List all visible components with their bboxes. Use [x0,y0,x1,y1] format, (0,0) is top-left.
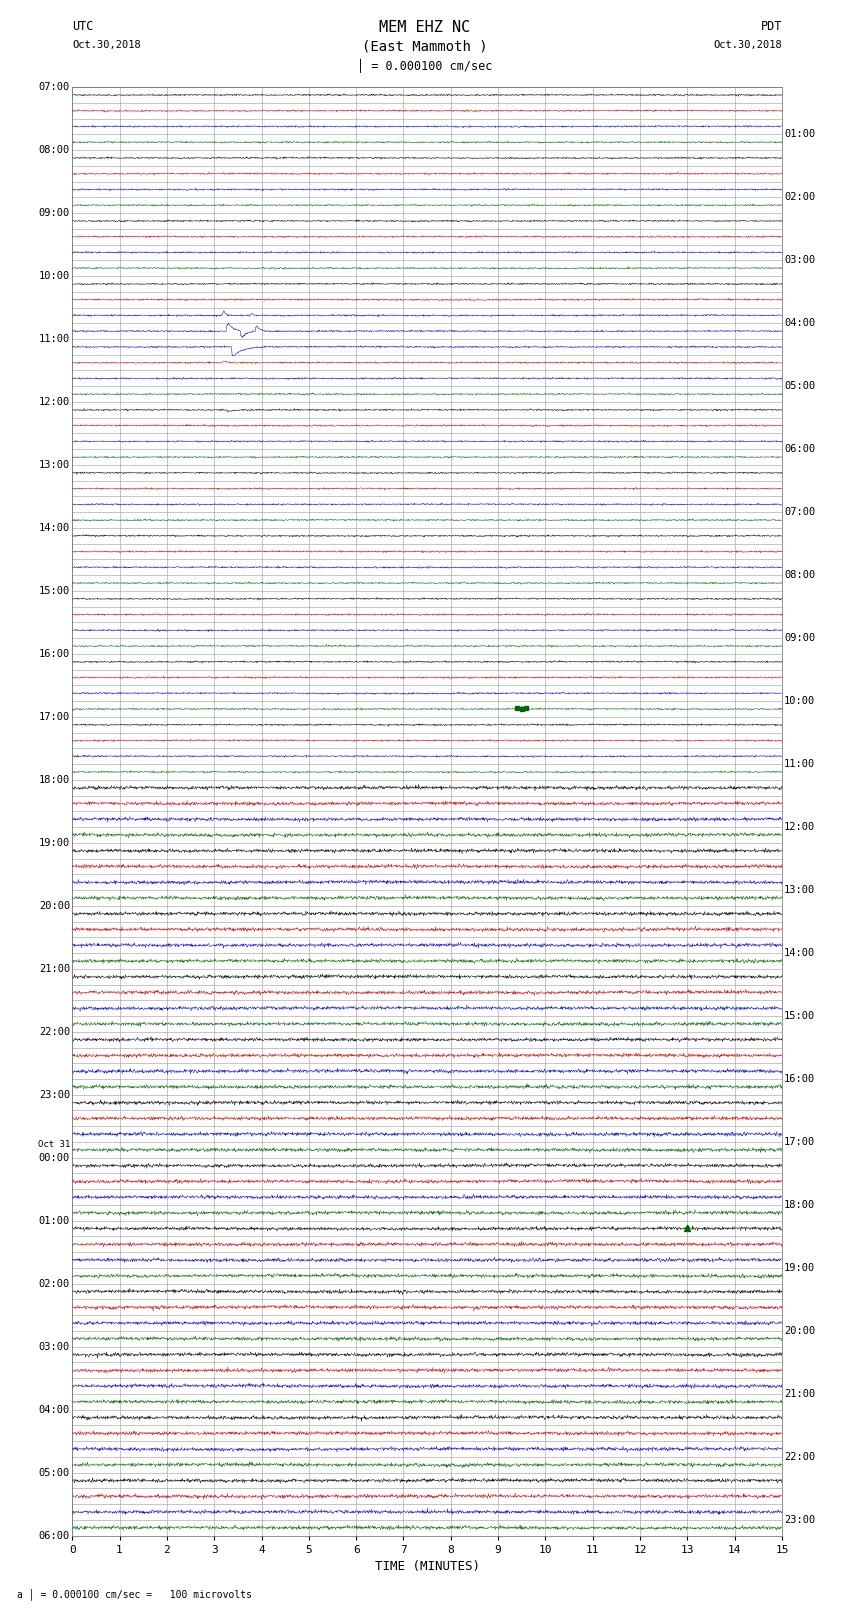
Text: 17:00: 17:00 [39,711,70,723]
Text: 01:00: 01:00 [785,129,815,139]
Text: 19:00: 19:00 [39,837,70,848]
Text: 22:00: 22:00 [39,1027,70,1037]
Text: 08:00: 08:00 [785,569,815,581]
Text: Oct.30,2018: Oct.30,2018 [72,40,141,50]
Text: Oct.30,2018: Oct.30,2018 [713,40,782,50]
Text: Oct 31: Oct 31 [38,1140,70,1148]
Text: 08:00: 08:00 [39,145,70,155]
Text: 11:00: 11:00 [785,760,815,769]
Text: 12:00: 12:00 [785,823,815,832]
Text: 13:00: 13:00 [39,460,70,469]
Text: 18:00: 18:00 [39,774,70,786]
Text: 15:00: 15:00 [785,1011,815,1021]
Text: 15:00: 15:00 [39,586,70,595]
Text: 04:00: 04:00 [39,1405,70,1415]
Text: 14:00: 14:00 [39,523,70,532]
Text: 01:00: 01:00 [39,1216,70,1226]
Text: 23:00: 23:00 [39,1090,70,1100]
Text: 00:00: 00:00 [39,1153,70,1163]
Text: (East Mammoth ): (East Mammoth ) [362,40,488,53]
Text: a │ = 0.000100 cm/sec =   100 microvolts: a │ = 0.000100 cm/sec = 100 microvolts [17,1589,252,1600]
Text: 16:00: 16:00 [785,1074,815,1084]
Text: 20:00: 20:00 [785,1326,815,1336]
Text: 07:00: 07:00 [39,82,70,92]
Text: 20:00: 20:00 [39,900,70,911]
Text: 21:00: 21:00 [39,965,70,974]
Text: MEM EHZ NC: MEM EHZ NC [379,21,471,35]
Text: 17:00: 17:00 [785,1137,815,1147]
Text: 03:00: 03:00 [785,255,815,265]
Text: 03:00: 03:00 [39,1342,70,1352]
Text: 05:00: 05:00 [785,381,815,392]
Text: 05:00: 05:00 [39,1468,70,1478]
Text: 09:00: 09:00 [39,208,70,218]
Text: 16:00: 16:00 [39,648,70,658]
Text: 09:00: 09:00 [785,634,815,644]
Text: 18:00: 18:00 [785,1200,815,1210]
Text: 13:00: 13:00 [785,886,815,895]
Text: 19:00: 19:00 [785,1263,815,1273]
Text: 22:00: 22:00 [785,1452,815,1461]
Text: UTC: UTC [72,21,94,34]
Text: 02:00: 02:00 [39,1279,70,1289]
Text: │ = 0.000100 cm/sec: │ = 0.000100 cm/sec [357,60,493,73]
Text: 12:00: 12:00 [39,397,70,406]
Text: PDT: PDT [761,21,782,34]
Text: 10:00: 10:00 [785,697,815,706]
Text: 10:00: 10:00 [39,271,70,281]
Text: 06:00: 06:00 [785,444,815,455]
Text: 21:00: 21:00 [785,1389,815,1398]
Text: 14:00: 14:00 [785,948,815,958]
Text: 06:00: 06:00 [39,1531,70,1540]
X-axis label: TIME (MINUTES): TIME (MINUTES) [375,1560,479,1573]
Text: 02:00: 02:00 [785,192,815,202]
Text: 04:00: 04:00 [785,318,815,329]
Text: 11:00: 11:00 [39,334,70,344]
Text: 23:00: 23:00 [785,1515,815,1524]
Text: 07:00: 07:00 [785,506,815,518]
